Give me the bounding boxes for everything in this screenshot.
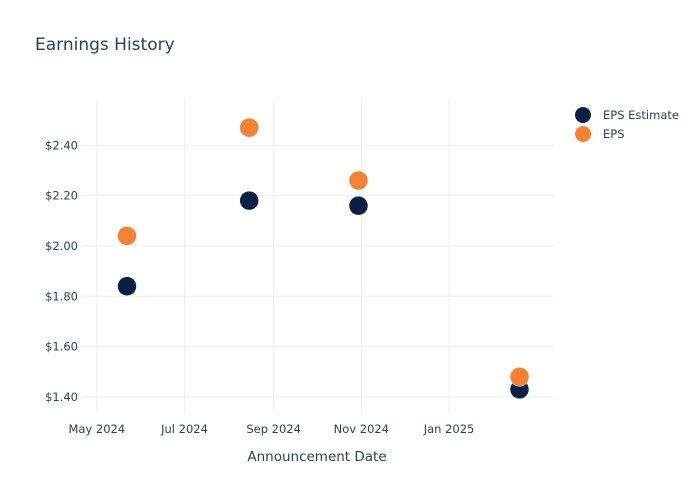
eps-point[interactable] xyxy=(509,367,530,387)
eps-estimate-point[interactable] xyxy=(117,276,137,296)
eps-point[interactable] xyxy=(348,170,369,191)
x-tick-label: May 2024 xyxy=(68,422,125,436)
series-eps-estimate xyxy=(117,190,530,400)
legend-item-eps[interactable]: EPS xyxy=(575,126,625,142)
x-axis-ticks: May 2024 Jul 2024 Sep 2024 Nov 2024 Jan 2025 xyxy=(68,422,474,436)
eps-estimate-point[interactable] xyxy=(239,190,259,211)
legend-item-eps-estimate[interactable]: EPS Estimate xyxy=(575,107,679,123)
y-tick-label: $2.00 xyxy=(45,239,78,253)
grid-lines xyxy=(81,100,554,412)
legend-marker xyxy=(575,107,591,123)
chart-title: Earnings History xyxy=(35,35,175,55)
x-tick-label: Jan 2025 xyxy=(423,422,475,436)
y-axis-ticks: $1.40 $1.60 $1.80 $2.00 $2.20 $2.40 xyxy=(45,138,78,404)
legend-label: EPS xyxy=(603,127,625,141)
legend-label: EPS Estimate xyxy=(603,108,679,122)
data-points xyxy=(117,117,530,400)
eps-point[interactable] xyxy=(239,117,259,138)
y-tick-label: $1.40 xyxy=(45,390,78,404)
y-tick-label: $1.60 xyxy=(45,340,78,354)
y-tick-label: $2.20 xyxy=(45,189,78,203)
series-eps xyxy=(117,117,530,387)
eps-estimate-point[interactable] xyxy=(348,195,369,216)
y-tick-label: $1.80 xyxy=(45,289,78,303)
legend[interactable]: EPS Estimate EPS xyxy=(575,107,679,142)
x-tick-label: Nov 2024 xyxy=(334,422,389,436)
legend-marker xyxy=(575,126,591,142)
x-tick-label: Jul 2024 xyxy=(160,422,208,436)
x-axis-title: Announcement Date xyxy=(247,449,386,465)
eps-point[interactable] xyxy=(117,226,137,246)
x-tick-label: Sep 2024 xyxy=(246,422,301,436)
y-tick-label: $2.40 xyxy=(45,138,78,152)
